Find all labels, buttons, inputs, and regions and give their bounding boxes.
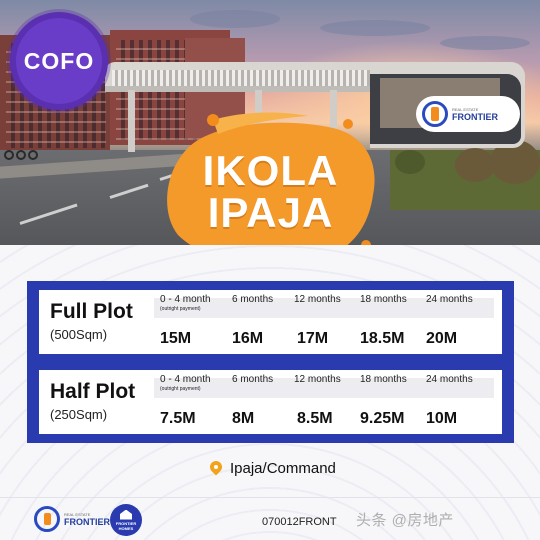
splash-dot bbox=[207, 114, 219, 126]
footer-frontier-logo: REAL ESTATE FRONTIER bbox=[34, 506, 110, 532]
bicycle-icon bbox=[4, 150, 14, 160]
title-splash bbox=[167, 112, 375, 267]
price-value: 10M bbox=[426, 410, 458, 427]
cofo-badge: COFO bbox=[10, 12, 108, 110]
period-label: 6 months bbox=[232, 294, 274, 305]
price-value: 7.5M bbox=[160, 410, 196, 427]
location-title: IKOLA IPAJA bbox=[158, 150, 383, 234]
pillar bbox=[330, 90, 337, 150]
badge-text: COFO bbox=[23, 47, 95, 74]
period-header bbox=[154, 378, 494, 398]
cloud bbox=[440, 36, 530, 50]
brand-tagline: REAL ESTATE bbox=[452, 106, 479, 112]
frontier-logo-icon bbox=[34, 506, 60, 532]
canopy-slats bbox=[112, 70, 412, 86]
cloud bbox=[320, 20, 430, 36]
pod-brand-logo: REAL ESTATE FRONTIER bbox=[416, 96, 520, 132]
location-pin-icon bbox=[210, 461, 222, 477]
homes-logo-line-2: HOMES bbox=[118, 525, 134, 531]
brand-name: FRONTIER bbox=[64, 516, 110, 527]
brand-name: FRONTIER bbox=[452, 111, 498, 122]
plot-size: (500Sqm) bbox=[50, 327, 108, 342]
period-label: 0 - 4 month bbox=[160, 374, 211, 385]
period-label: 12 months bbox=[294, 294, 341, 305]
period-sublabel: (outright payment) bbox=[160, 386, 201, 392]
price-value: 8.5M bbox=[297, 410, 333, 427]
bush bbox=[395, 150, 425, 174]
splash-dot bbox=[343, 119, 353, 129]
price-value: 20M bbox=[426, 330, 458, 347]
title-line-2: IPAJA bbox=[207, 189, 334, 236]
location-row: Ipaja/Command bbox=[210, 460, 336, 477]
price-value: 15M bbox=[160, 330, 192, 347]
plot-card-full: Full Plot (500Sqm) 0 - 4 month (outright… bbox=[39, 290, 502, 354]
price-value: 17M bbox=[297, 330, 329, 347]
plot-card-half: Half Plot (250Sqm) 0 - 4 month (outright… bbox=[39, 370, 502, 434]
price-value: 18.5M bbox=[360, 330, 405, 347]
period-label: 12 months bbox=[294, 374, 341, 385]
plot-name: Half Plot bbox=[50, 380, 136, 403]
period-label: 6 months bbox=[232, 374, 274, 385]
period-label: 24 months bbox=[426, 374, 473, 385]
period-label: 18 months bbox=[360, 374, 407, 385]
bush bbox=[455, 148, 495, 182]
title-line-1: IKOLA bbox=[202, 147, 339, 194]
homes-logo-line-1: FRONTIER bbox=[115, 520, 137, 526]
plot-size: (250Sqm) bbox=[50, 407, 108, 422]
plot-name: Full Plot bbox=[50, 300, 133, 323]
period-label: 0 - 4 month bbox=[160, 294, 211, 305]
location-text: Ipaja/Command bbox=[230, 460, 336, 477]
frontier-homes-logo: FRONTIER HOMES bbox=[110, 504, 142, 536]
price-value: 9.25M bbox=[360, 410, 405, 427]
period-sublabel: (outright payment) bbox=[160, 306, 201, 312]
contact-number: 070012FRONT bbox=[262, 516, 337, 528]
frontier-logo-icon bbox=[422, 101, 448, 127]
period-header bbox=[154, 298, 494, 318]
footer-divider bbox=[0, 497, 540, 498]
brand-tagline: REAL ESTATE bbox=[64, 511, 91, 517]
house-icon bbox=[120, 509, 132, 520]
price-value: 16M bbox=[232, 330, 264, 347]
pillar bbox=[128, 90, 135, 152]
cloud bbox=[190, 10, 280, 28]
bicycle-icon bbox=[28, 150, 38, 160]
price-value: 8M bbox=[232, 410, 255, 427]
watermark: 头条 @房地产 bbox=[356, 512, 454, 529]
period-label: 24 months bbox=[426, 294, 473, 305]
bicycle-icon bbox=[16, 150, 26, 160]
period-label: 18 months bbox=[360, 294, 407, 305]
